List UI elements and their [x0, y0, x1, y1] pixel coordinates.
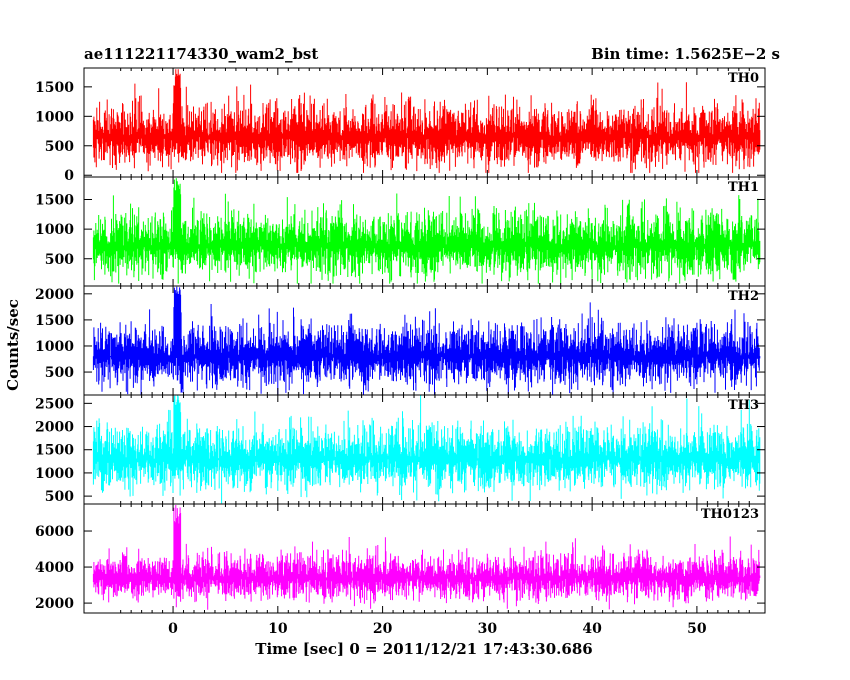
- y-tick-label: 4000: [35, 560, 74, 576]
- y-tick-label: 500: [45, 139, 74, 155]
- y-tick-label: 0: [64, 168, 74, 184]
- y-tick-label: 2000: [35, 596, 74, 612]
- y-tick-label: 1500: [35, 313, 74, 329]
- x-tick-label: 0: [168, 621, 178, 637]
- panel-label-th1: TH1: [728, 180, 759, 195]
- panel-th3: 500 1000 1500 2000 2500 TH3: [35, 394, 766, 505]
- observation-id-title: ae111221174330_wam2_bst: [84, 45, 318, 63]
- panel-th1: 500 1000 1500 TH1: [35, 176, 766, 287]
- bin-time-subtitle: Bin time: 1.5625E−2 s: [591, 45, 780, 63]
- series-line-th2: [92, 286, 761, 395]
- panel-th0123: 2000 4000 6000 TH0123: [35, 503, 766, 614]
- x-axis-label: Time [sec] 0 = 2011/12/21 17:43:30.686: [255, 640, 592, 658]
- y-tick-label: 6000: [35, 524, 74, 540]
- y-tick-label: 1000: [35, 466, 74, 482]
- panel-label-th0: TH0: [728, 71, 759, 86]
- panel-stack: 0 500 1000 1500 TH0 500 1000 1500 TH1 500 1000 1500…: [35, 67, 766, 614]
- y-tick-label: 500: [45, 365, 74, 381]
- series-line-th1: [92, 178, 761, 284]
- y-tick-label: 2000: [35, 287, 74, 303]
- y-axis-label: Counts/sec: [4, 299, 22, 391]
- y-tick-label: 1000: [35, 222, 74, 238]
- x-tick-label: 30: [478, 621, 498, 637]
- y-tick-label: 2000: [35, 420, 74, 436]
- panel-label-th0123: TH0123: [701, 507, 759, 522]
- y-tick-label: 1000: [35, 339, 74, 355]
- y-tick-label: 1000: [35, 109, 74, 125]
- panel-th2: 500 1000 1500 2000 TH2: [35, 285, 766, 396]
- y-tick-label: 1500: [35, 80, 74, 96]
- y-tick-label: 500: [45, 489, 74, 505]
- series-line-th0: [92, 69, 761, 173]
- x-tick-label: 10: [268, 621, 288, 637]
- x-tick-label: 20: [373, 621, 393, 637]
- x-tick-label: 50: [687, 621, 707, 637]
- panel-label-th3: TH3: [728, 398, 759, 413]
- y-tick-label: 500: [45, 252, 74, 268]
- panel-th0: 0 500 1000 1500 TH0: [35, 67, 766, 184]
- y-tick-label: 2500: [35, 396, 74, 412]
- series-line-th0123: [92, 505, 761, 610]
- y-tick-label: 1500: [35, 443, 74, 459]
- panel-label-th2: TH2: [728, 289, 759, 304]
- series-line-th3: [92, 395, 761, 504]
- x-tick-label: 40: [582, 621, 602, 637]
- y-tick-label: 1500: [35, 193, 74, 209]
- x-axis: 0 10 20 30 40 50: [168, 621, 707, 637]
